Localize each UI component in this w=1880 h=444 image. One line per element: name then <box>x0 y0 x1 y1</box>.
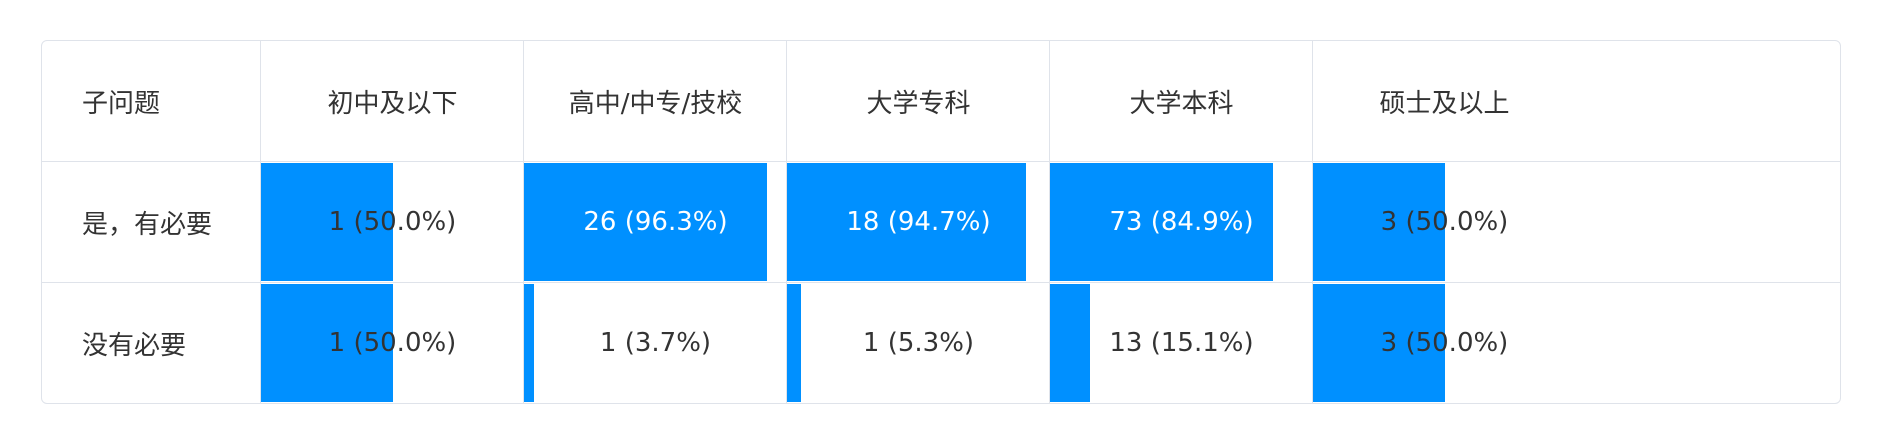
data-cell: 1 (50.0%) <box>261 283 524 403</box>
column-divider <box>786 162 787 282</box>
cell-value: 1 (3.7%) <box>599 328 712 358</box>
row-label-cell: 没有必要 <box>42 283 261 403</box>
data-cell: 1 (50.0%) <box>261 162 524 282</box>
header-cell-category: 硕士及以上 <box>1313 41 1576 161</box>
cell-value: 3 (50.0%) <box>1381 207 1509 237</box>
column-divider <box>786 283 787 403</box>
table-row: 没有必要 1 (50.0%) 1 (3.7%) 1 (5.3%) 13 (15.1%) 3… <box>42 283 1840 403</box>
header-cell-category: 高中/中专/技校 <box>524 41 787 161</box>
percent-bar <box>787 163 1027 281</box>
header-label: 大学专科 <box>866 88 971 119</box>
header-label: 高中/中专/技校 <box>568 88 743 119</box>
row-label: 是，有必要 <box>82 209 213 240</box>
data-cell: 26 (96.3%) <box>524 162 787 282</box>
cell-value: 1 (5.3%) <box>862 328 975 358</box>
crosstab-table: 子问题 初中及以下 高中/中专/技校 大学专科 大学本科 硕士及以上 是，有必要 1 (50… <box>41 40 1841 404</box>
column-divider <box>1049 283 1050 403</box>
header-label: 初中及以下 <box>327 88 458 119</box>
column-divider <box>260 162 261 282</box>
cell-value: 1 (50.0%) <box>329 328 457 358</box>
column-divider <box>523 283 524 403</box>
cell-value: 26 (96.3%) <box>583 207 728 237</box>
percent-bar <box>261 284 393 402</box>
data-cell: 13 (15.1%) <box>1050 283 1313 403</box>
column-divider <box>260 41 261 161</box>
column-divider <box>260 283 261 403</box>
percent-bar <box>787 284 801 402</box>
header-cell-category: 大学本科 <box>1050 41 1313 161</box>
cell-value-uncovered: 3 (50.0%) <box>1380 207 1509 237</box>
header-label: 硕士及以上 <box>1379 88 1510 119</box>
column-divider <box>1312 283 1313 403</box>
percent-bar <box>1050 163 1274 281</box>
percent-bar <box>1313 284 1445 402</box>
cell-value-uncovered: 1 (50.0%) <box>328 328 457 358</box>
header-cell-category: 初中及以下 <box>261 41 524 161</box>
row-label: 没有必要 <box>82 330 187 361</box>
data-cell: 3 (50.0%) <box>1313 162 1576 282</box>
cell-value: 3 (50.0%) <box>1381 328 1509 358</box>
row-label-cell: 是，有必要 <box>42 162 261 282</box>
row-divider <box>42 282 1840 283</box>
percent-bar <box>524 163 768 281</box>
cell-value-uncovered: 3 (50.0%) <box>1380 328 1509 358</box>
header-cell-category: 大学专科 <box>787 41 1050 161</box>
percent-bar <box>261 163 393 281</box>
data-cell: 1 (3.7%) <box>524 283 787 403</box>
column-divider <box>1312 41 1313 161</box>
percent-bar <box>1313 163 1445 281</box>
row-divider <box>42 161 1840 162</box>
column-divider <box>523 41 524 161</box>
data-cell: 73 (84.9%) <box>1050 162 1313 282</box>
cell-value: 73 (84.9%) <box>1109 207 1254 237</box>
column-divider <box>523 162 524 282</box>
data-cell: 1 (5.3%) <box>787 283 1050 403</box>
column-divider <box>1312 162 1313 282</box>
header-cell-question: 子问题 <box>42 41 261 161</box>
table-row: 是，有必要 1 (50.0%) 26 (96.3%) 18 (94.7%) 73 (84… <box>42 162 1840 282</box>
header-label: 子问题 <box>82 88 161 119</box>
header-row: 子问题 初中及以下 高中/中专/技校 大学专科 大学本科 硕士及以上 <box>42 41 1840 161</box>
percent-bar <box>1050 284 1090 402</box>
data-cell: 18 (94.7%) <box>787 162 1050 282</box>
column-divider <box>1049 41 1050 161</box>
percent-bar <box>524 284 534 402</box>
column-divider <box>1049 162 1050 282</box>
cell-value: 1 (50.0%) <box>329 207 457 237</box>
cell-value: 13 (15.1%) <box>1109 328 1254 358</box>
cell-value: 18 (94.7%) <box>846 207 991 237</box>
header-label: 大学本科 <box>1129 88 1234 119</box>
column-divider <box>786 41 787 161</box>
cell-value-uncovered: 1 (50.0%) <box>328 207 457 237</box>
data-cell: 3 (50.0%) <box>1313 283 1576 403</box>
